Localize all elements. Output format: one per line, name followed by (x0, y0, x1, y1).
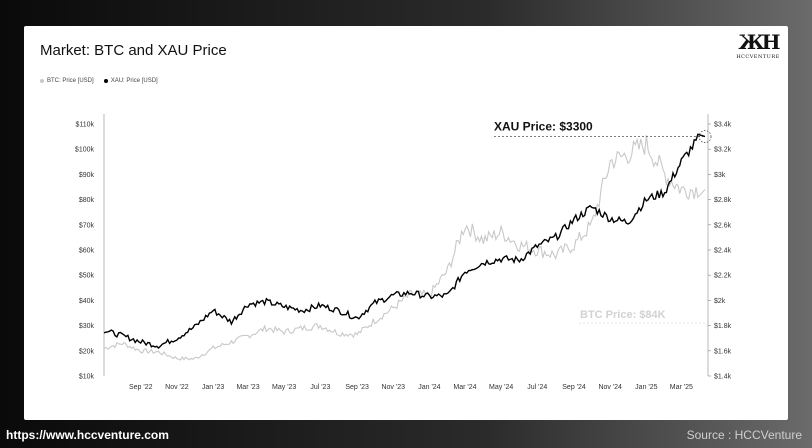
x-tick-label: Mar '23 (236, 384, 259, 391)
y-right-tick-label: $2.6k (714, 222, 732, 229)
price-chart: $10k $20k $30k $40k $50k $60k $70k $80k $90k $100… (75, 114, 732, 391)
y-left-tick-label: $80k (79, 197, 95, 204)
y-left-tick-label: $40k (79, 298, 95, 305)
x-tick-label: Sep '22 (129, 384, 153, 391)
xau-price-marker (698, 130, 712, 143)
y-left-tick-label: $70k (79, 222, 95, 229)
x-tick-label: Jul '23 (310, 384, 330, 391)
y-right-tick-label: $2.8k (714, 197, 732, 204)
legend-label-btc: BTC: Price [USD] (47, 78, 94, 84)
x-tick-label: Mar '24 (453, 384, 476, 391)
y-right-tick-label: $2k (714, 298, 726, 305)
y-right-tick-label: $3k (714, 172, 726, 179)
y-right-tick-label: $2.4k (714, 248, 732, 255)
x-tick-label: Jan '24 (418, 384, 440, 391)
x-tick-label: May '24 (489, 384, 513, 391)
legend-item-xau[interactable]: XAU: Price [USD] (103, 78, 158, 84)
y-left-tick-label: $20k (79, 348, 95, 355)
chart-title: Market: BTC and XAU Price (40, 42, 227, 59)
y-right-tick-label: $3.4k (714, 122, 732, 129)
btc-price-line (103, 135, 706, 361)
y-right-tick-label: $1.4k (714, 374, 732, 381)
xau-price-line (103, 133, 706, 349)
xau-price-annotation: XAU Price: $3300 (494, 120, 593, 134)
y-right-tick-label: $2.2k (714, 273, 732, 280)
y-left-tick-label: $10k (79, 374, 95, 381)
legend-swatch-xau (103, 79, 108, 83)
footer-url[interactable]: https://www.hccventure.com (6, 428, 169, 442)
x-tick-label: Nov '24 (598, 384, 622, 391)
btc-price-annotation: BTC Price: $84K (580, 309, 666, 321)
y-left-tick-label: $30k (79, 323, 95, 330)
footer-source: Source : HCCVenture (686, 428, 802, 442)
y-left-tick-label: $60k (79, 248, 95, 255)
legend: BTC: Price [USD] XAU: Price [USD] (40, 78, 158, 84)
y-right-tick-label: $1.6k (714, 348, 732, 355)
x-tick-label: Nov '23 (381, 384, 405, 391)
logo-mark: ЖH (738, 30, 780, 54)
x-tick-label: Nov '22 (165, 384, 189, 391)
y-left-tick-label: $90k (79, 172, 95, 179)
x-tick-label: Jul '24 (527, 384, 547, 391)
legend-item-btc[interactable]: BTC: Price [USD] (40, 78, 94, 84)
y-left-tick-label: $110k (75, 122, 94, 129)
y-right-tick-label: $3.2k (714, 147, 732, 154)
hccventure-logo: ЖH HCCVENTURE (736, 30, 780, 66)
x-tick-label: May '23 (272, 384, 296, 391)
chart-card: Market: BTC and XAU Price BTC: Price [US… (24, 26, 788, 420)
y-right-tick-label: $1.8k (714, 323, 732, 330)
y-left-tick-label: $50k (79, 273, 95, 280)
x-tick-label: Jan '23 (202, 384, 224, 391)
y-left-tick-label: $100k (75, 147, 95, 154)
logo-text: HCCVENTURE (736, 54, 780, 60)
x-tick-label: Sep '23 (345, 384, 369, 391)
legend-swatch-btc (40, 79, 44, 83)
x-tick-label: Sep '24 (562, 384, 586, 391)
x-tick-label: Mar '25 (670, 384, 693, 391)
legend-label-xau: XAU: Price [USD] (110, 78, 158, 84)
x-tick-label: Jan '25 (635, 384, 657, 391)
